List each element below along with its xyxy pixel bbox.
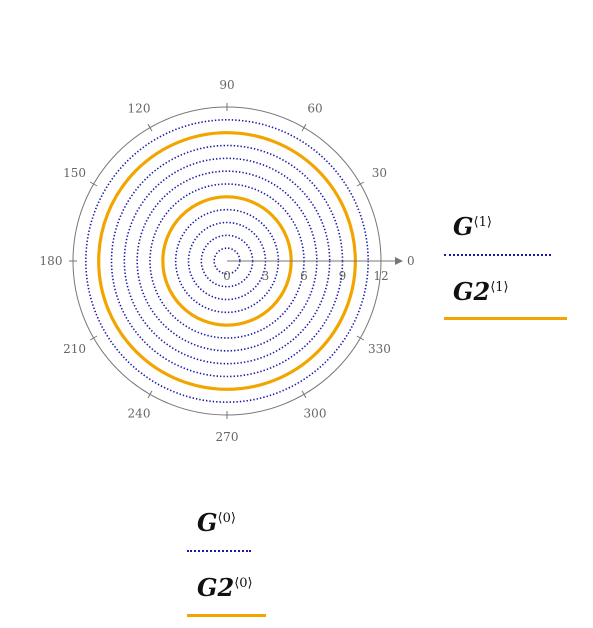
polar-axes: 30 60 90 120 150 180 210 240 270 300 330 0 0 3 6 9 12: [40, 78, 415, 444]
legend-base-g-0: G: [197, 508, 218, 537]
legend-sup-g-1: ⟨1⟩: [473, 215, 492, 230]
legend-line-g2-1: [444, 317, 567, 320]
angle-tick-label-30: 30: [372, 166, 387, 180]
angle-tick-label-0: 0: [407, 254, 415, 268]
radial-tick-label-6: 6: [300, 269, 308, 283]
angle-tick-mark-150: [89, 181, 98, 187]
legend-base-g2-0: G2: [197, 573, 235, 602]
legend-label-g2-0: G2⟨0⟩: [197, 573, 253, 602]
legend-sup-g2-0: ⟨0⟩: [234, 576, 253, 591]
angle-tick-label-210: 210: [63, 342, 86, 356]
legend-label-g-0: G⟨0⟩: [197, 508, 236, 537]
angle-tick-label-300: 300: [304, 406, 327, 420]
legend-sup-g2-1: ⟨1⟩: [490, 280, 509, 295]
angle-tick-label-240: 240: [128, 406, 151, 420]
radial-tick-label-12: 12: [373, 269, 388, 283]
radial-tick-label-3: 3: [262, 269, 270, 283]
legend-line-g-0: [187, 550, 251, 552]
legend-base-g2-1: G2: [453, 277, 491, 306]
radial-tick-label-9: 9: [339, 269, 347, 283]
angle-tick-mark-330: [356, 335, 365, 341]
angle-tick-mark-300: [301, 390, 307, 399]
angle-tick-label-270: 270: [216, 430, 239, 444]
legend-line-g-1: [444, 254, 551, 256]
angle-tick-label-90: 90: [219, 78, 234, 92]
angle-tick-mark-30: [356, 181, 365, 187]
legend-label-g2-1: G2⟨1⟩: [453, 277, 509, 306]
legend-label-g-1: G⟨1⟩: [453, 212, 492, 241]
radial-axis-arrow: [395, 257, 403, 265]
angle-tick-label-330: 330: [368, 342, 391, 356]
legend-line-g2-0: [187, 614, 266, 617]
angle-tick-mark-120: [147, 123, 153, 132]
angle-tick-label-180: 180: [40, 254, 63, 268]
radial-tick-label-0: 0: [223, 269, 231, 283]
angle-tick-label-60: 60: [307, 102, 322, 116]
angle-tick-mark-240: [147, 390, 153, 399]
angle-tick-mark-60: [301, 123, 307, 132]
angle-tick-label-150: 150: [63, 166, 86, 180]
legend-sup-g-0: ⟨0⟩: [217, 511, 236, 526]
legend-base-g-1: G: [453, 212, 474, 241]
angle-tick-label-120: 120: [128, 102, 151, 116]
angle-tick-mark-210: [89, 335, 98, 341]
